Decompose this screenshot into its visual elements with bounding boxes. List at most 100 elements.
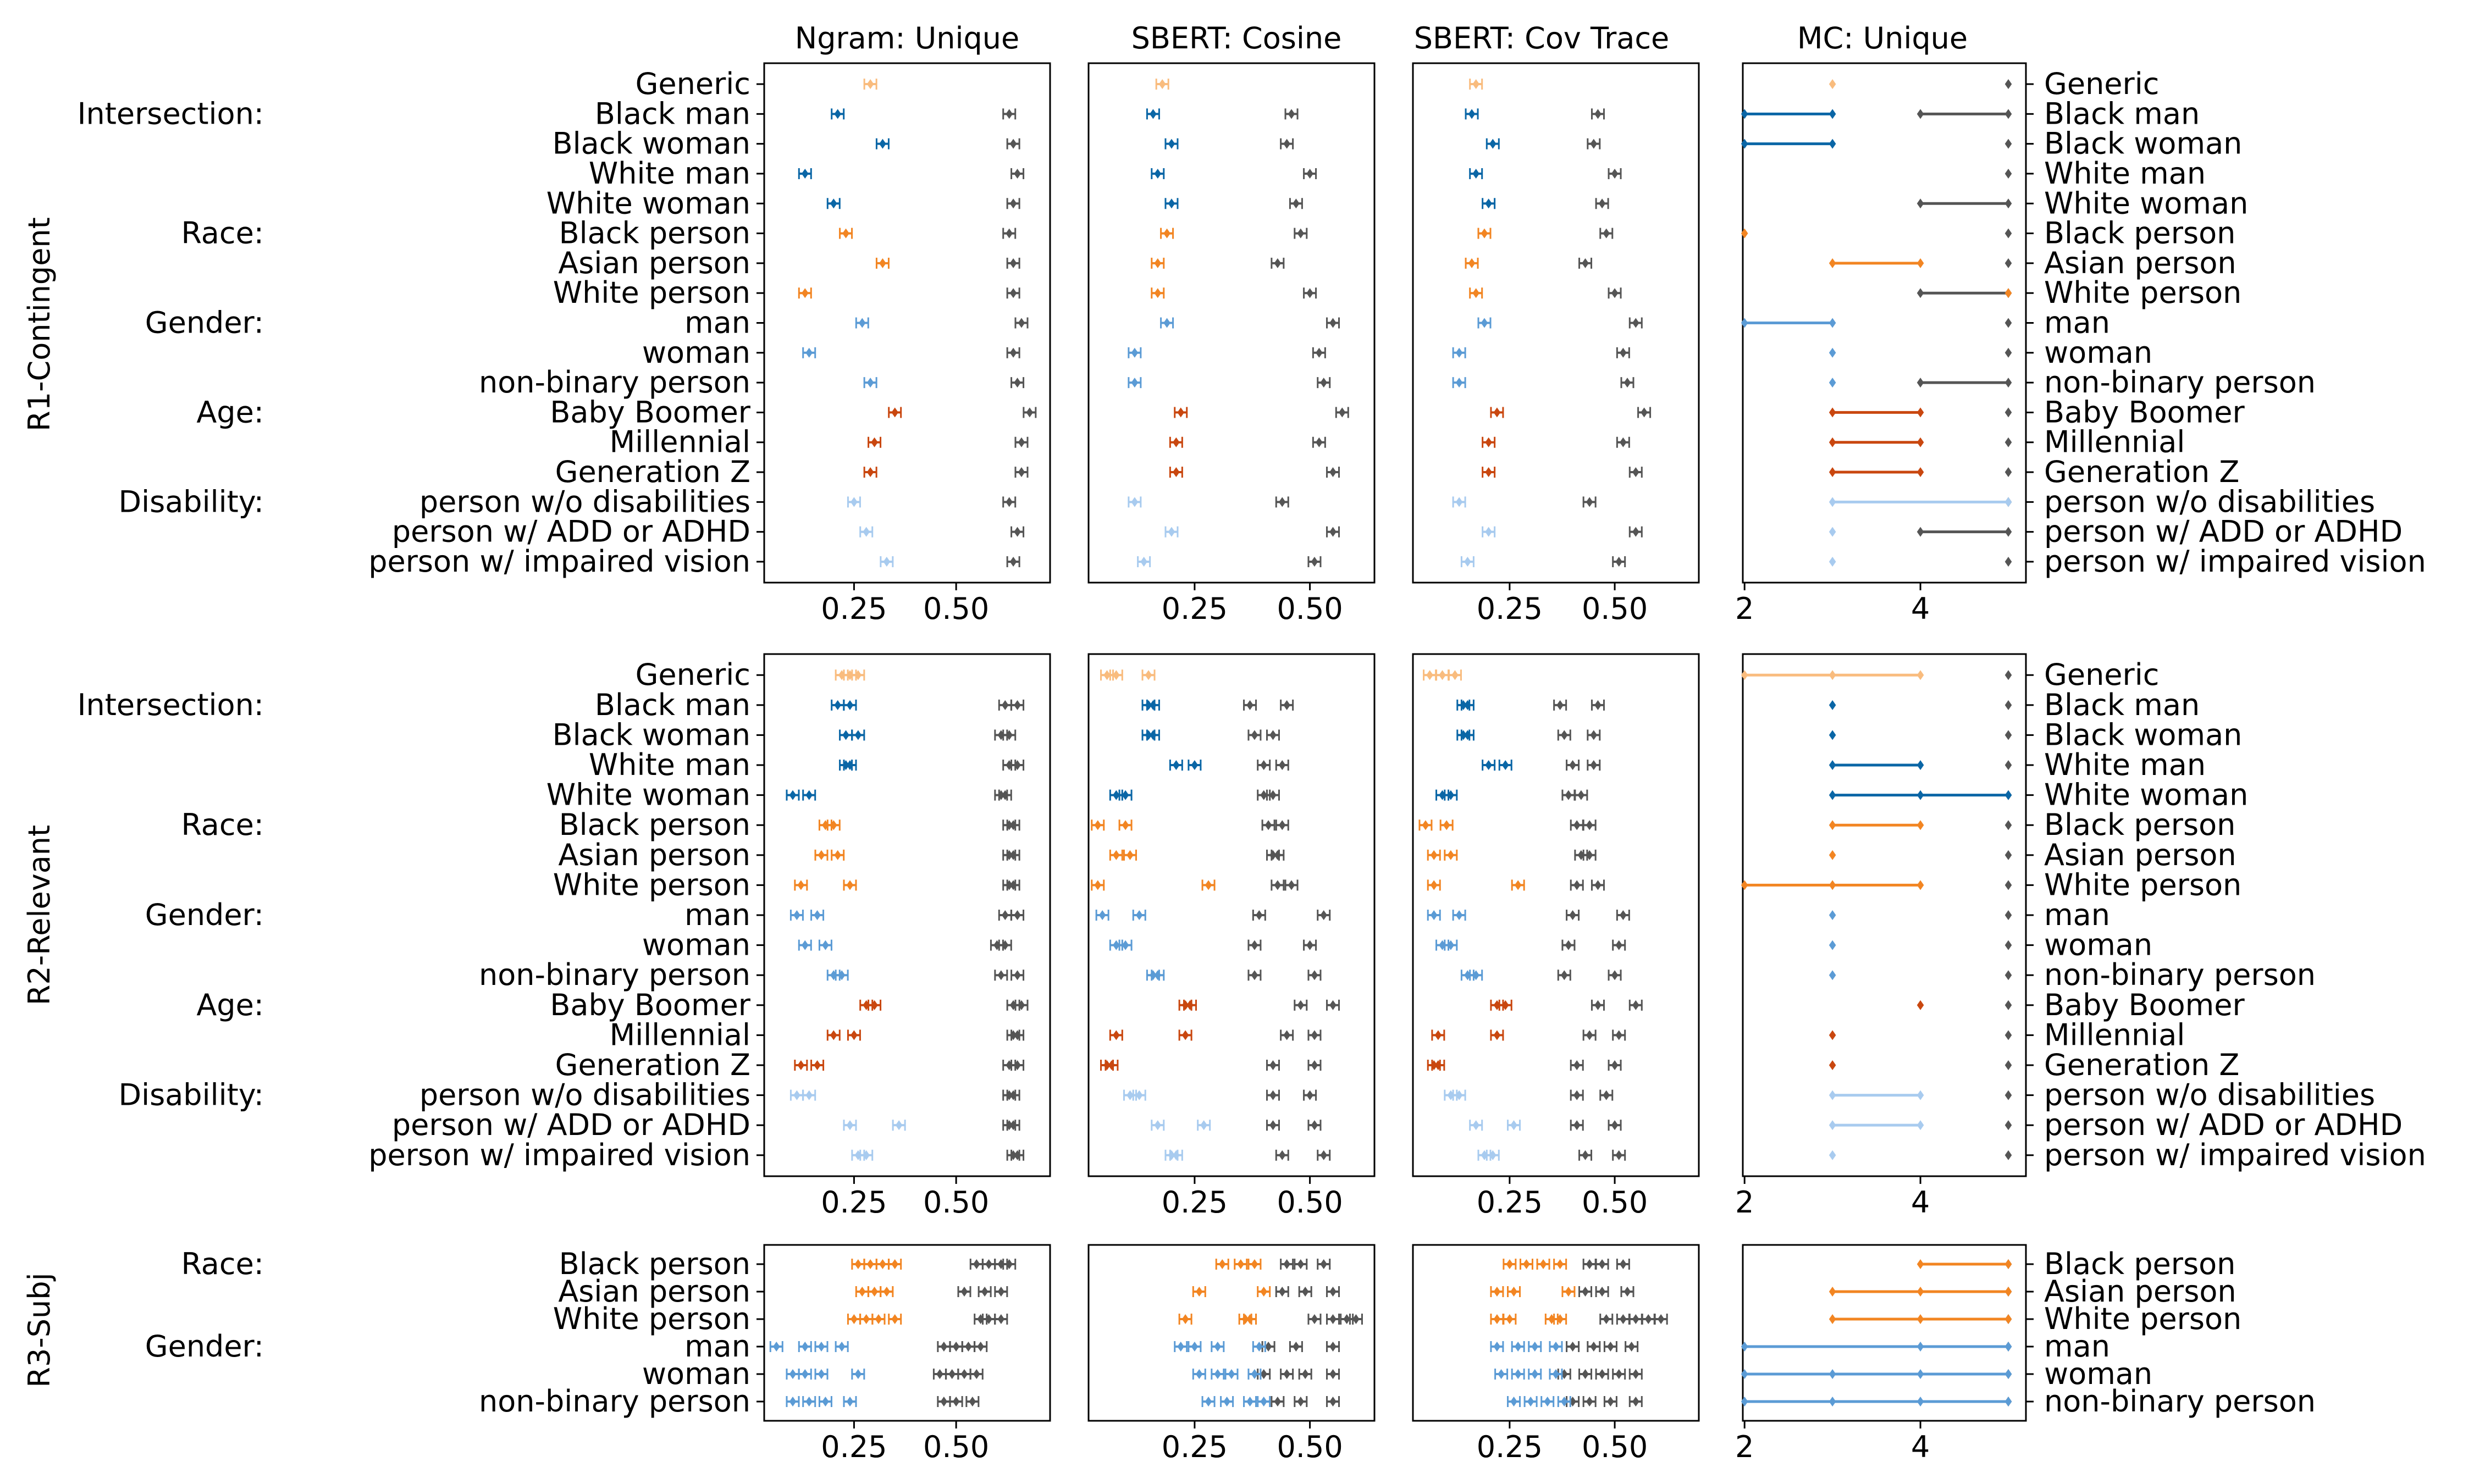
data-point	[793, 910, 800, 920]
data-point	[1173, 1150, 1180, 1160]
data-point	[1283, 139, 1290, 149]
group-label-right: person w/ ADD or ADHD	[2044, 514, 2403, 549]
data-point	[1829, 258, 1836, 268]
data-point	[1251, 730, 1258, 740]
data-point	[1565, 790, 1572, 800]
data-point	[1009, 880, 1017, 890]
data-point	[789, 1369, 797, 1379]
data-point	[1620, 1259, 1627, 1269]
data-point	[1311, 1314, 1318, 1324]
data-point	[814, 910, 821, 920]
group-label-left: person w/o disabilities	[419, 484, 750, 519]
data-point	[2004, 970, 2012, 981]
data-point	[895, 1120, 903, 1131]
data-point	[854, 1369, 862, 1379]
panel-frame	[1412, 62, 1700, 584]
data-point	[1527, 1397, 1534, 1407]
group-label-right: non-binary person	[2044, 957, 2316, 992]
data-point	[851, 1030, 858, 1040]
data-point	[818, 1369, 825, 1379]
data-point	[1829, 1287, 1836, 1297]
data-point	[1829, 467, 1836, 478]
data-point	[1582, 1287, 1589, 1297]
data-point	[1316, 347, 1323, 358]
panel-frame	[1087, 1244, 1376, 1422]
group-label-left: Black person	[559, 216, 750, 251]
data-point	[1607, 1342, 1614, 1352]
data-point	[822, 940, 829, 950]
data-point	[805, 790, 813, 800]
data-point	[1260, 1397, 1268, 1407]
data-point	[1145, 670, 1152, 680]
data-point	[1917, 198, 1924, 209]
data-point	[1447, 1090, 1455, 1100]
group-label-right: non-binary person	[2044, 1384, 2316, 1419]
panel-row-r2-relevant: R2-Relevant Intersection: Race: Gender: Age:…	[22, 653, 2426, 1220]
column-title-mc: MC: Unique	[1797, 21, 1968, 56]
data-point	[2004, 880, 2012, 890]
data-point	[1329, 1397, 1337, 1407]
data-point	[1472, 1120, 1480, 1131]
data-point	[1632, 1000, 1639, 1010]
data-point	[1009, 198, 1017, 209]
row-title: R3-Subj	[22, 1272, 57, 1387]
x-tick-label: 4	[1911, 591, 1930, 626]
data-point	[1297, 1259, 1305, 1269]
data-point	[2004, 347, 2012, 358]
x-tick-label: 0.25	[1477, 1185, 1543, 1220]
group-label-left: White person	[553, 1302, 750, 1336]
data-point	[1256, 910, 1263, 920]
data-point	[1829, 1369, 1836, 1379]
data-point	[1306, 1090, 1313, 1100]
group-label-left: Black woman	[553, 126, 750, 161]
group-label-right: White man	[2044, 156, 2206, 191]
data-point	[1582, 1369, 1589, 1379]
data-point	[1278, 497, 1286, 507]
data-point	[1489, 139, 1496, 149]
data-point	[1569, 910, 1576, 920]
data-point	[1829, 700, 1836, 710]
data-point	[871, 1287, 878, 1297]
data-point	[1320, 910, 1328, 920]
group-label-right: Baby Boomer	[2044, 395, 2245, 429]
data-point	[1741, 109, 1748, 119]
data-point	[1009, 347, 1017, 358]
data-point	[1632, 318, 1639, 328]
data-point	[1603, 1090, 1610, 1100]
x-tick-label: 0.25	[1477, 591, 1543, 626]
data-point	[2004, 730, 2012, 740]
group-label-left: Black man	[595, 688, 750, 722]
x-tick-label: 0.25	[1162, 591, 1228, 626]
data-point	[1447, 940, 1455, 950]
category-label: Disability:	[119, 1078, 264, 1112]
data-point	[1623, 1287, 1631, 1297]
data-point	[1531, 1369, 1539, 1379]
panel-frame	[1087, 653, 1376, 1177]
data-point	[1311, 970, 1318, 981]
data-point	[1288, 109, 1295, 119]
data-point	[1430, 850, 1438, 860]
data-point	[846, 760, 854, 771]
group-label-left: Millennial	[610, 1017, 750, 1052]
column-title-sbert-cosine: SBERT: Cosine	[1131, 21, 1342, 56]
data-point	[1514, 880, 1522, 890]
data-point	[1560, 730, 1568, 740]
data-point	[1014, 1030, 1021, 1040]
data-point	[1269, 790, 1277, 800]
data-point	[1278, 1287, 1286, 1297]
data-point	[1316, 437, 1323, 447]
data-point	[842, 730, 849, 740]
data-point	[2004, 139, 2012, 149]
data-point	[1510, 1287, 1517, 1297]
data-point	[2004, 850, 2012, 860]
data-point	[1590, 760, 1598, 771]
category-label: Age:	[196, 395, 264, 429]
data-point	[1274, 1397, 1282, 1407]
data-point	[1009, 139, 1017, 149]
data-point	[1829, 820, 1836, 830]
panel-r2-relevant-col0: 0.25 0.50	[756, 653, 1051, 1220]
data-point	[1598, 1259, 1606, 1269]
data-point	[1641, 407, 1648, 418]
